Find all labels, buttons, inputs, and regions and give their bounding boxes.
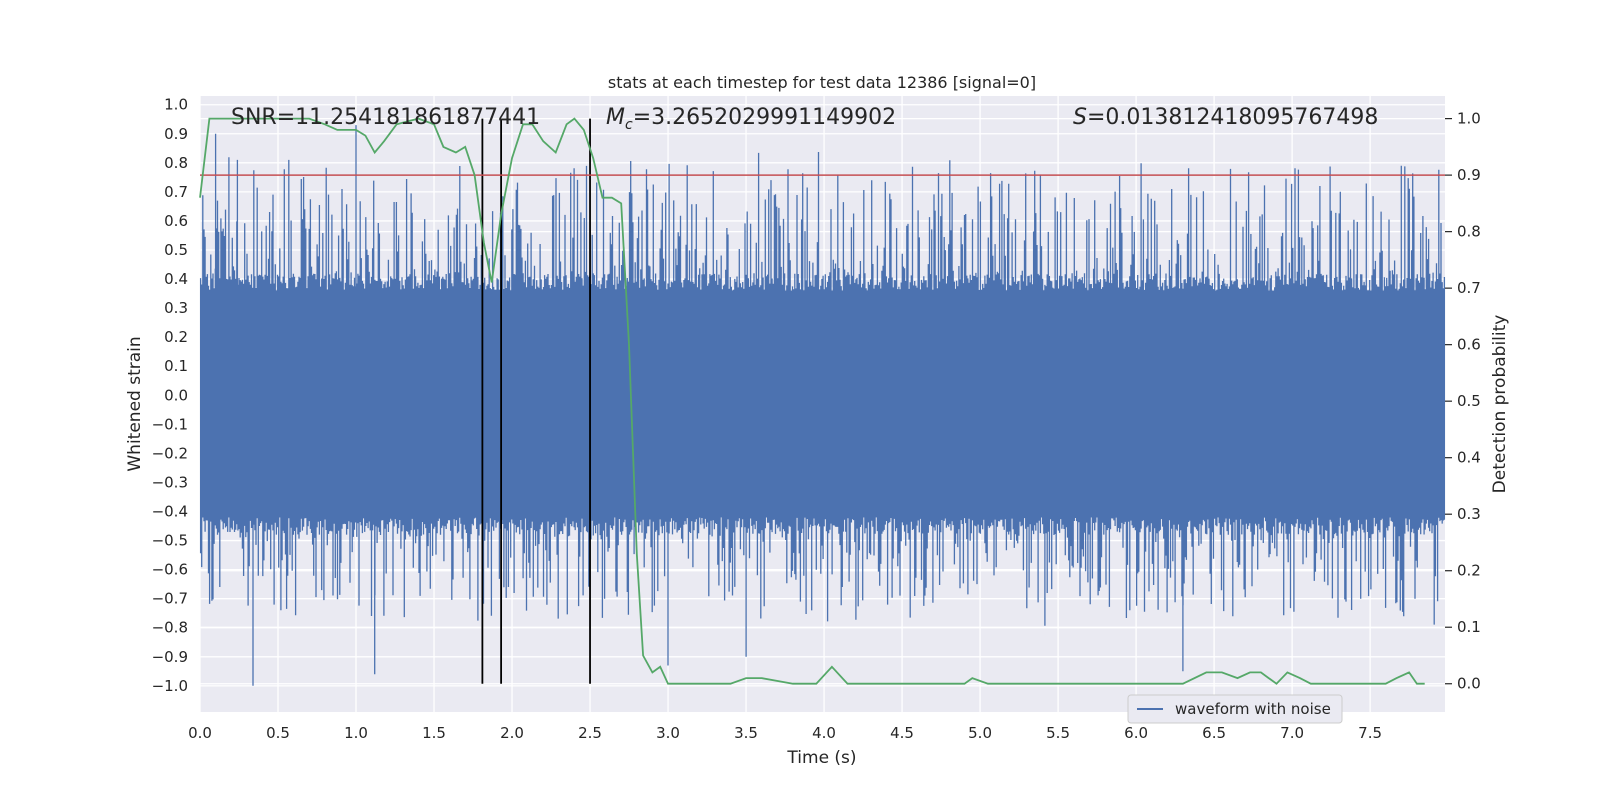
y-tick-label: −0.1: [152, 415, 188, 433]
y2-tick-label: 0.5: [1457, 392, 1481, 410]
y-tick-label: −0.4: [152, 503, 188, 521]
x-tick-label: 7.5: [1358, 724, 1382, 742]
x-tick-label: 7.0: [1280, 724, 1304, 742]
x-tick-label: 1.0: [344, 724, 368, 742]
y-tick-label: 0.7: [164, 183, 188, 201]
y-tick-label: −0.7: [152, 590, 188, 608]
x-tick-label: 2.0: [500, 724, 524, 742]
series-detection-probability: [199, 117, 1425, 685]
x-tick-label: 5.5: [1046, 724, 1070, 742]
x-tick-label: 5.0: [968, 724, 992, 742]
chart-title: stats at each timestep for test data 123…: [608, 73, 1036, 92]
y2-tick-label: 0.1: [1457, 618, 1481, 636]
x-tick-label: 4.5: [890, 724, 914, 742]
waveform-trace: [199, 125, 1446, 686]
legend-box: [1127, 694, 1343, 724]
y-tick-label: −0.6: [152, 561, 188, 579]
y2-tick-label: 0.2: [1457, 562, 1481, 580]
y2-tick-label: 0.7: [1457, 279, 1481, 297]
y-tick-label: −0.2: [152, 444, 188, 462]
x-tick-label: 6.5: [1202, 724, 1226, 742]
y-tick-label: 1.0: [164, 96, 188, 114]
y-tick-label: 0.0: [164, 386, 188, 404]
y-tick-label: −0.5: [152, 532, 188, 550]
y2-tick-label: 0.6: [1457, 336, 1481, 354]
waveform-series: [199, 125, 1446, 686]
y2-tick-label: 0.4: [1457, 449, 1481, 467]
y2-tick-label: 0.9: [1457, 166, 1481, 184]
y-axis-label: Whitened strain: [125, 336, 145, 471]
legend: waveform with noise: [1127, 694, 1343, 724]
y-tick-label: 0.8: [164, 154, 188, 172]
y-tick-label: 0.1: [164, 357, 188, 375]
s-annotation: S=0.013812418095767498: [1073, 105, 1378, 130]
y-tick-label: 0.3: [164, 299, 188, 317]
chirp-mass-annotation: Mc=3.2652029991149902: [606, 105, 896, 133]
y2-axis-label: Detection probability: [1490, 315, 1510, 494]
y-tick-label: 0.2: [164, 328, 188, 346]
y-tick-label: 0.4: [164, 270, 188, 288]
y-tick-label: −0.9: [152, 648, 188, 666]
snr-annotation: SNR=11.254181861877441: [231, 105, 540, 130]
x-tick-label: 6.0: [1124, 724, 1148, 742]
y2-tick-label: 1.0: [1457, 110, 1481, 128]
y-tick-label: 0.5: [164, 241, 188, 259]
y2-tick-label: 0.0: [1457, 675, 1481, 693]
y-tick-label: −0.3: [152, 473, 188, 491]
y2-tick-labels: 1.0 0.9 0.8 0.7 0.6 0.5 0.4 0.3 0.2 0.1 0.0: [1445, 110, 1481, 693]
x-tick-label: 3.0: [656, 724, 680, 742]
x-tick-label: 4.0: [812, 724, 836, 742]
y2-tick-label: 0.3: [1457, 505, 1481, 523]
x-tick-label: 0.5: [266, 724, 290, 742]
x-tick-label: 3.5: [734, 724, 758, 742]
x-tick-label: 0.0: [188, 724, 212, 742]
y-tick-label: 0.9: [164, 125, 188, 143]
x-tick-label: 2.5: [578, 724, 602, 742]
y-tick-label: −0.8: [152, 619, 188, 637]
x-tick-labels: 0.0 0.5 1.0 1.5 2.0 2.5 3.0 3.5 4.0 4.5 5.0 5.5 6.0 6…: [188, 724, 1382, 742]
x-axis-label: Time (s): [786, 748, 856, 768]
y-tick-labels: 1.0 0.9 0.8 0.7 0.6 0.5 0.4 0.3 0.2 0.1 0.0 −0.1 −0.…: [152, 96, 188, 695]
y-tick-label: 0.6: [164, 212, 188, 230]
x-tick-label: 1.5: [422, 724, 446, 742]
y-tick-label: −1.0: [152, 677, 188, 695]
y2-tick-label: 0.8: [1457, 223, 1481, 241]
legend-label: waveform with noise: [1175, 700, 1331, 718]
